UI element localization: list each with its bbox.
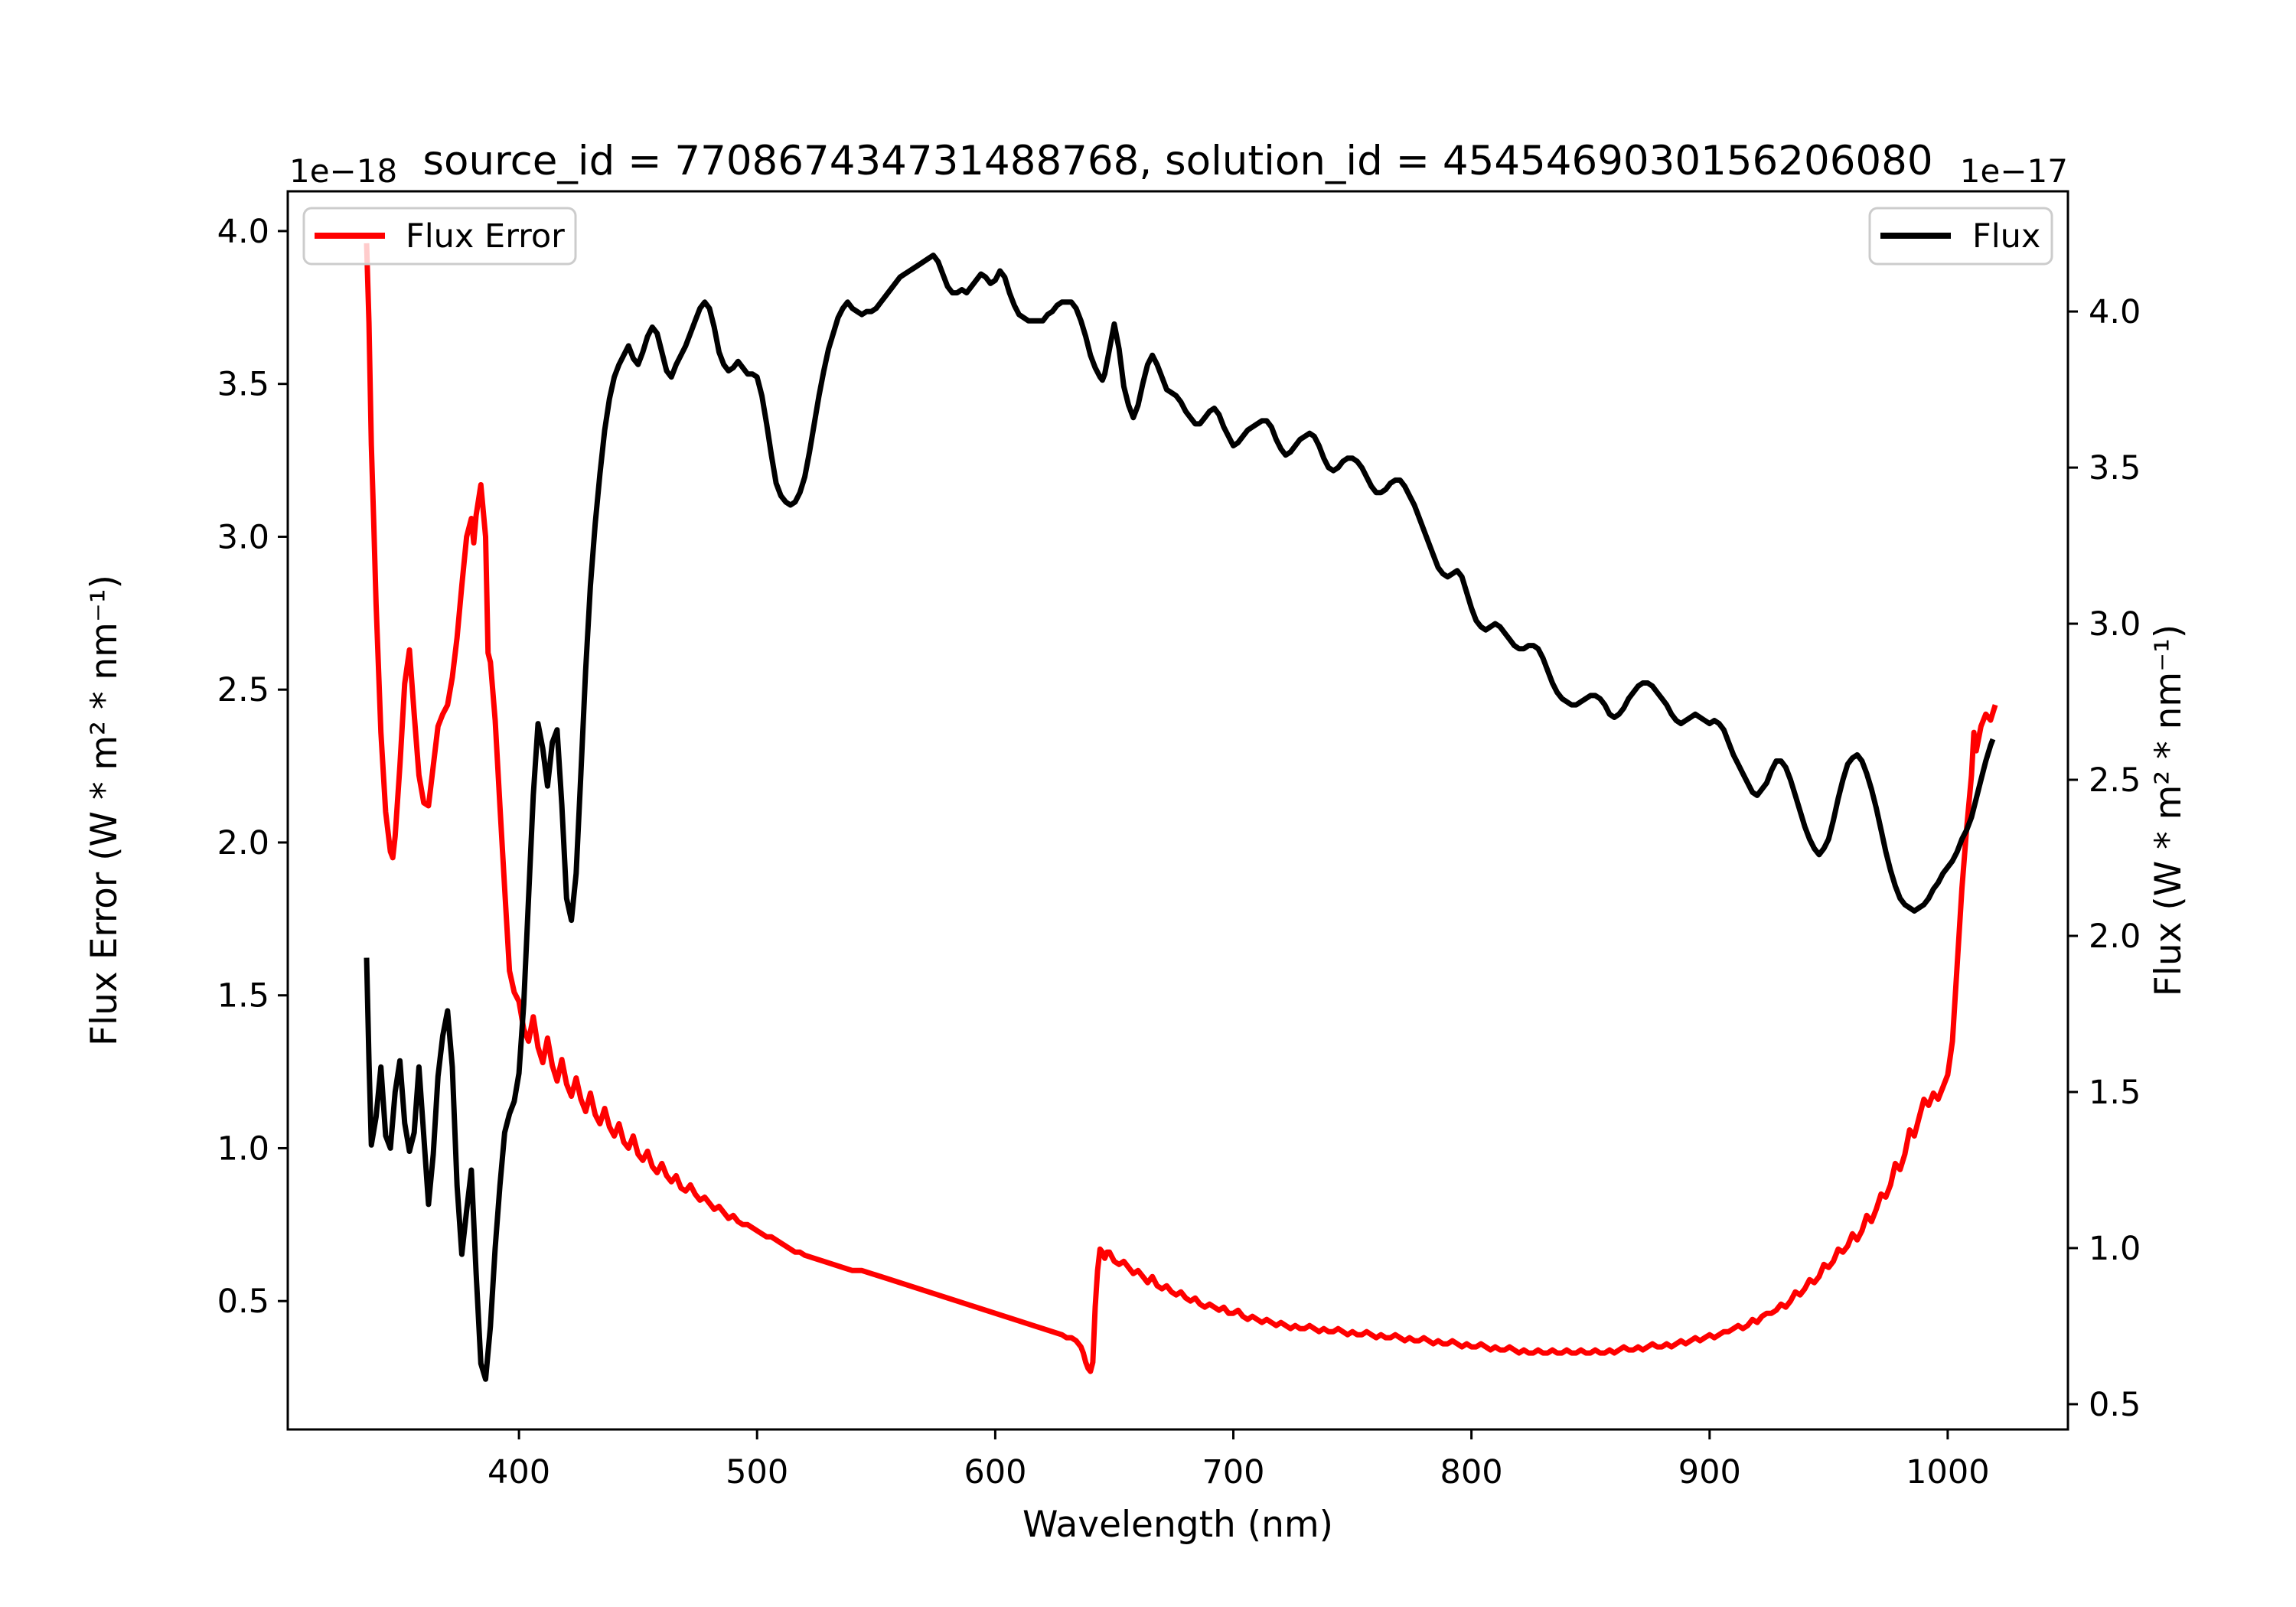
axes-frame bbox=[286, 190, 2069, 1431]
chart-title: source_id = 770867434731488768, solution… bbox=[422, 138, 1932, 184]
x-tick-label: 1000 bbox=[1906, 1453, 1989, 1491]
right-y-tick-label: 2.0 bbox=[2089, 918, 2141, 956]
x-tick-label: 500 bbox=[726, 1453, 788, 1491]
left-y-tick-label: 1.5 bbox=[217, 977, 269, 1015]
left-y-tick-label: 0.5 bbox=[217, 1283, 269, 1321]
legend-label-flux: Flux bbox=[1972, 217, 2040, 256]
left-y-tick-label: 4.0 bbox=[217, 213, 269, 251]
x-tick-label: 800 bbox=[1440, 1453, 1503, 1491]
plot-area: 400 500 600 700 800 900 1000 0.5 1.0 1.5 2.0 2.5 3.0… bbox=[217, 190, 2141, 1491]
right-y-tick-label: 3.0 bbox=[2089, 605, 2141, 644]
x-tick-label: 900 bbox=[1678, 1453, 1741, 1491]
flux-line bbox=[364, 253, 1996, 1382]
x-axis-label: Wavelength (nm) bbox=[1022, 1504, 1333, 1546]
left-y-tick-label: 2.5 bbox=[217, 671, 269, 709]
right-y-tick-label: 3.5 bbox=[2089, 449, 2141, 487]
left-y-tick-label: 2.0 bbox=[217, 824, 269, 862]
legend-label-flux-error: Flux Error bbox=[406, 217, 565, 256]
x-tick-label: 700 bbox=[1202, 1453, 1264, 1491]
x-tick-label: 600 bbox=[964, 1453, 1026, 1491]
right-y-axis-label: Flux (W * m² * nm⁻¹) bbox=[2148, 624, 2190, 996]
left-y-tick-label: 3.5 bbox=[217, 366, 269, 404]
left-y-tick-label: 1.0 bbox=[217, 1129, 269, 1168]
right-y-tick-label: 4.0 bbox=[2089, 293, 2141, 331]
right-axis-offset-text: 1e−17 bbox=[1960, 152, 2068, 190]
legend-flux: Flux bbox=[1868, 207, 2053, 266]
left-y-tick-label: 3.0 bbox=[217, 518, 269, 556]
legend-box bbox=[1868, 207, 2053, 266]
right-y-tick-label: 1.0 bbox=[2089, 1230, 2141, 1268]
right-y-tick-label: 1.5 bbox=[2089, 1074, 2141, 1112]
legend-flux-error: Flux Error bbox=[302, 207, 577, 266]
x-tick-label: 400 bbox=[488, 1453, 550, 1491]
right-y-tick-label: 0.5 bbox=[2089, 1386, 2141, 1424]
legend-box bbox=[302, 207, 577, 266]
right-y-tick-label: 2.5 bbox=[2089, 761, 2141, 800]
left-y-axis-label: Flux Error (W * m² * nm⁻¹) bbox=[83, 575, 126, 1046]
flux-error-line bbox=[364, 243, 1998, 1374]
left-axis-offset-text: 1e−18 bbox=[289, 152, 397, 190]
